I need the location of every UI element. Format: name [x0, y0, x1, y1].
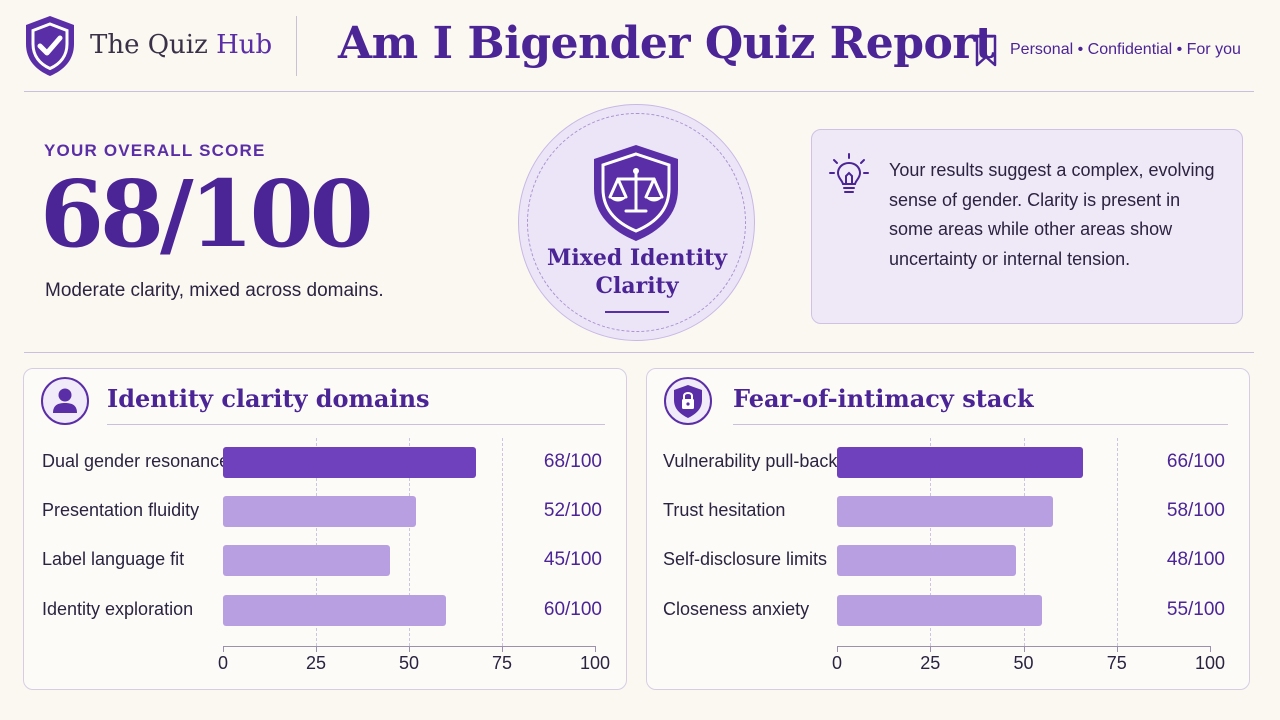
shield-scales-icon	[590, 143, 682, 243]
badge-dashed-ring	[527, 113, 746, 332]
panel-rule	[733, 424, 1228, 425]
lightbulb-icon	[828, 152, 870, 198]
row-value: 55/100	[1166, 599, 1225, 620]
header-rule	[24, 91, 1254, 92]
x-tick-label: 25	[920, 653, 941, 673]
row-label: Trust hesitation	[663, 500, 786, 520]
x-tick-label: 50	[1013, 653, 1034, 673]
gridline	[930, 438, 932, 646]
row-label: Self-disclosure limits	[663, 549, 828, 569]
row-label: Dual gender resonance	[42, 451, 230, 471]
panel-rule	[107, 424, 605, 425]
section-rule	[24, 352, 1254, 353]
bar	[837, 595, 1043, 626]
bar	[837, 447, 1084, 478]
x-tick-label: 50	[398, 653, 420, 673]
row-value: 52/100	[543, 500, 602, 521]
bar	[837, 545, 1017, 576]
x-tick	[1116, 646, 1118, 652]
row-value: 68/100	[543, 451, 602, 472]
row-value: 48/100	[1166, 549, 1225, 570]
row-value: 66/100	[1166, 451, 1225, 472]
row-value: 45/100	[543, 549, 602, 570]
brand-accent: Hub	[216, 30, 273, 60]
row-label: Identity exploration	[42, 599, 194, 619]
tagline: Personal • Confidential • For you	[1010, 41, 1241, 58]
badge-text: Mixed Identity Clarity	[547, 245, 727, 299]
row-label: Vulnerability pull-back	[663, 451, 838, 471]
identity-domains-panel	[23, 368, 627, 690]
x-tick	[502, 646, 503, 652]
score-value: 68/100	[40, 160, 374, 268]
row-value: 58/100	[1166, 500, 1225, 521]
bar	[837, 496, 1054, 527]
x-tick	[409, 646, 410, 652]
insight-card	[811, 129, 1243, 324]
x-tick	[316, 646, 317, 652]
score-subtitle: Moderate clarity, mixed across domains.	[45, 280, 384, 301]
x-tick-label: 75	[1106, 653, 1127, 673]
gridline	[316, 438, 317, 646]
bookmark-icon[interactable]	[974, 34, 998, 68]
brand-prefix: The Quiz	[90, 30, 208, 60]
row-label: Presentation fluidity	[42, 500, 200, 520]
panel-title: Fear-of-intimacy stack	[733, 384, 1034, 413]
badge-underline	[605, 311, 669, 313]
x-tick	[1023, 646, 1025, 652]
x-tick-label: 100	[1194, 653, 1226, 673]
header-divider	[296, 16, 297, 76]
row-value: 60/100	[543, 599, 602, 620]
gridline	[1023, 438, 1025, 646]
page-title: Am I Bigender Quiz Report	[338, 18, 995, 69]
x-tick-label: 0	[217, 653, 228, 673]
lock-shield-icon	[663, 376, 713, 426]
row-label: Label language fit	[42, 549, 185, 569]
score-label: YOUR OVERALL SCORE	[44, 141, 266, 160]
row-label: Closeness anxiety	[663, 599, 810, 619]
x-tick-label: 0	[831, 653, 842, 673]
x-tick-label: 100	[579, 653, 611, 673]
bar	[223, 545, 391, 576]
x-tick	[837, 646, 838, 652]
gridline	[502, 438, 503, 646]
panel-title: Identity clarity domains	[107, 384, 430, 413]
intimacy-stack-panel	[646, 368, 1250, 690]
brand-name: The Quiz Hub	[90, 30, 272, 60]
gridline	[1116, 438, 1118, 646]
bar	[223, 496, 417, 527]
x-tick	[930, 646, 932, 652]
x-tick	[595, 646, 596, 652]
bar	[223, 447, 476, 478]
x-tick	[1210, 646, 1211, 652]
x-tick	[223, 646, 224, 652]
gridline	[409, 438, 410, 646]
shield-check-icon	[24, 14, 76, 78]
person-icon	[40, 376, 90, 426]
x-tick-label: 25	[305, 653, 327, 673]
bar	[223, 595, 447, 626]
insight-text: Your results suggest a complex, evolving…	[889, 160, 1215, 269]
x-tick-label: 75	[491, 653, 513, 673]
